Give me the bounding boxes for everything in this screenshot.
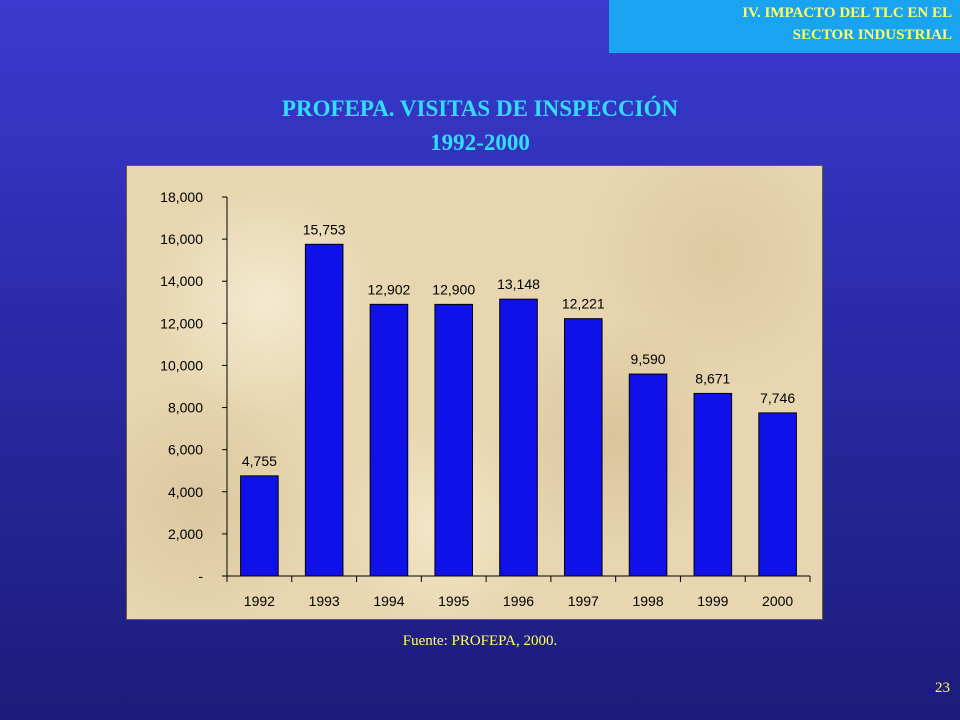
chart-frame: - 2,000 4,000 6,000 8,000 10,000 12,000 14,000 1… — [126, 165, 823, 620]
data-label-1995: 12,900 — [432, 281, 475, 297]
data-label-1996: 13,148 — [497, 276, 540, 292]
data-label-1999: 8,671 — [695, 370, 730, 386]
bar-1995 — [434, 303, 474, 577]
slide-title: PROFEPA. VISITAS DE INSPECCIÓN — [281, 96, 679, 121]
x-tick-label-1992: 1992 — [244, 593, 275, 609]
page-number: 23 — [935, 680, 950, 696]
data-label-1998: 9,590 — [631, 351, 666, 367]
data-label-1997: 12,221 — [562, 296, 605, 312]
x-tick-label-1999: 1999 — [697, 593, 728, 609]
y-tick-label: 4,000 — [168, 484, 203, 500]
data-label-2000: 7,746 — [760, 390, 795, 406]
x-tick-label-1998: 1998 — [632, 593, 663, 609]
x-tick-label-1995: 1995 — [438, 593, 469, 609]
bar-1993 — [304, 243, 344, 577]
bar-1997 — [563, 318, 603, 577]
slide-subtitle: 1992-2000 — [430, 130, 530, 155]
section-header-line2: SECTOR INDUSTRIAL — [792, 27, 952, 43]
x-tick-label-1997: 1997 — [568, 593, 599, 609]
section-header-line1: IV. IMPACTO DEL TLC EN EL — [742, 5, 952, 21]
x-tick-label-1994: 1994 — [373, 593, 404, 609]
data-label-1994: 12,902 — [368, 281, 411, 297]
data-label-1992: 4,755 — [242, 453, 277, 469]
y-tick-label: 18,000 — [160, 189, 203, 205]
y-tick-label: 16,000 — [160, 231, 203, 247]
y-tick-label: 8,000 — [168, 400, 203, 416]
bar-1994 — [369, 303, 409, 577]
x-tick-label-1993: 1993 — [309, 593, 340, 609]
bar-1992 — [240, 475, 279, 577]
bar-1998 — [628, 373, 668, 577]
source-note: Fuente: PROFEPA, 2000. — [402, 633, 558, 649]
x-tick-label-2000: 2000 — [762, 593, 793, 609]
section-header: IV. IMPACTO DEL TLC EN EL SECTOR INDUSTR… — [609, 0, 960, 53]
y-tick-label: 10,000 — [160, 357, 203, 373]
y-tick-label: 2,000 — [168, 526, 203, 542]
y-tick-label: 6,000 — [168, 442, 203, 458]
bar-1996 — [499, 298, 538, 577]
bar-chart: - 2,000 4,000 6,000 8,000 10,000 12,000 14,000 1… — [160, 189, 811, 609]
data-label-1993: 15,753 — [303, 221, 346, 237]
y-tick-label: 14,000 — [160, 273, 203, 289]
bar-1999 — [693, 392, 733, 577]
x-tick-label-1996: 1996 — [503, 593, 534, 609]
y-tick-label: - — [198, 568, 203, 584]
bar-2000 — [758, 412, 797, 577]
y-tick-label: 12,000 — [160, 315, 203, 331]
